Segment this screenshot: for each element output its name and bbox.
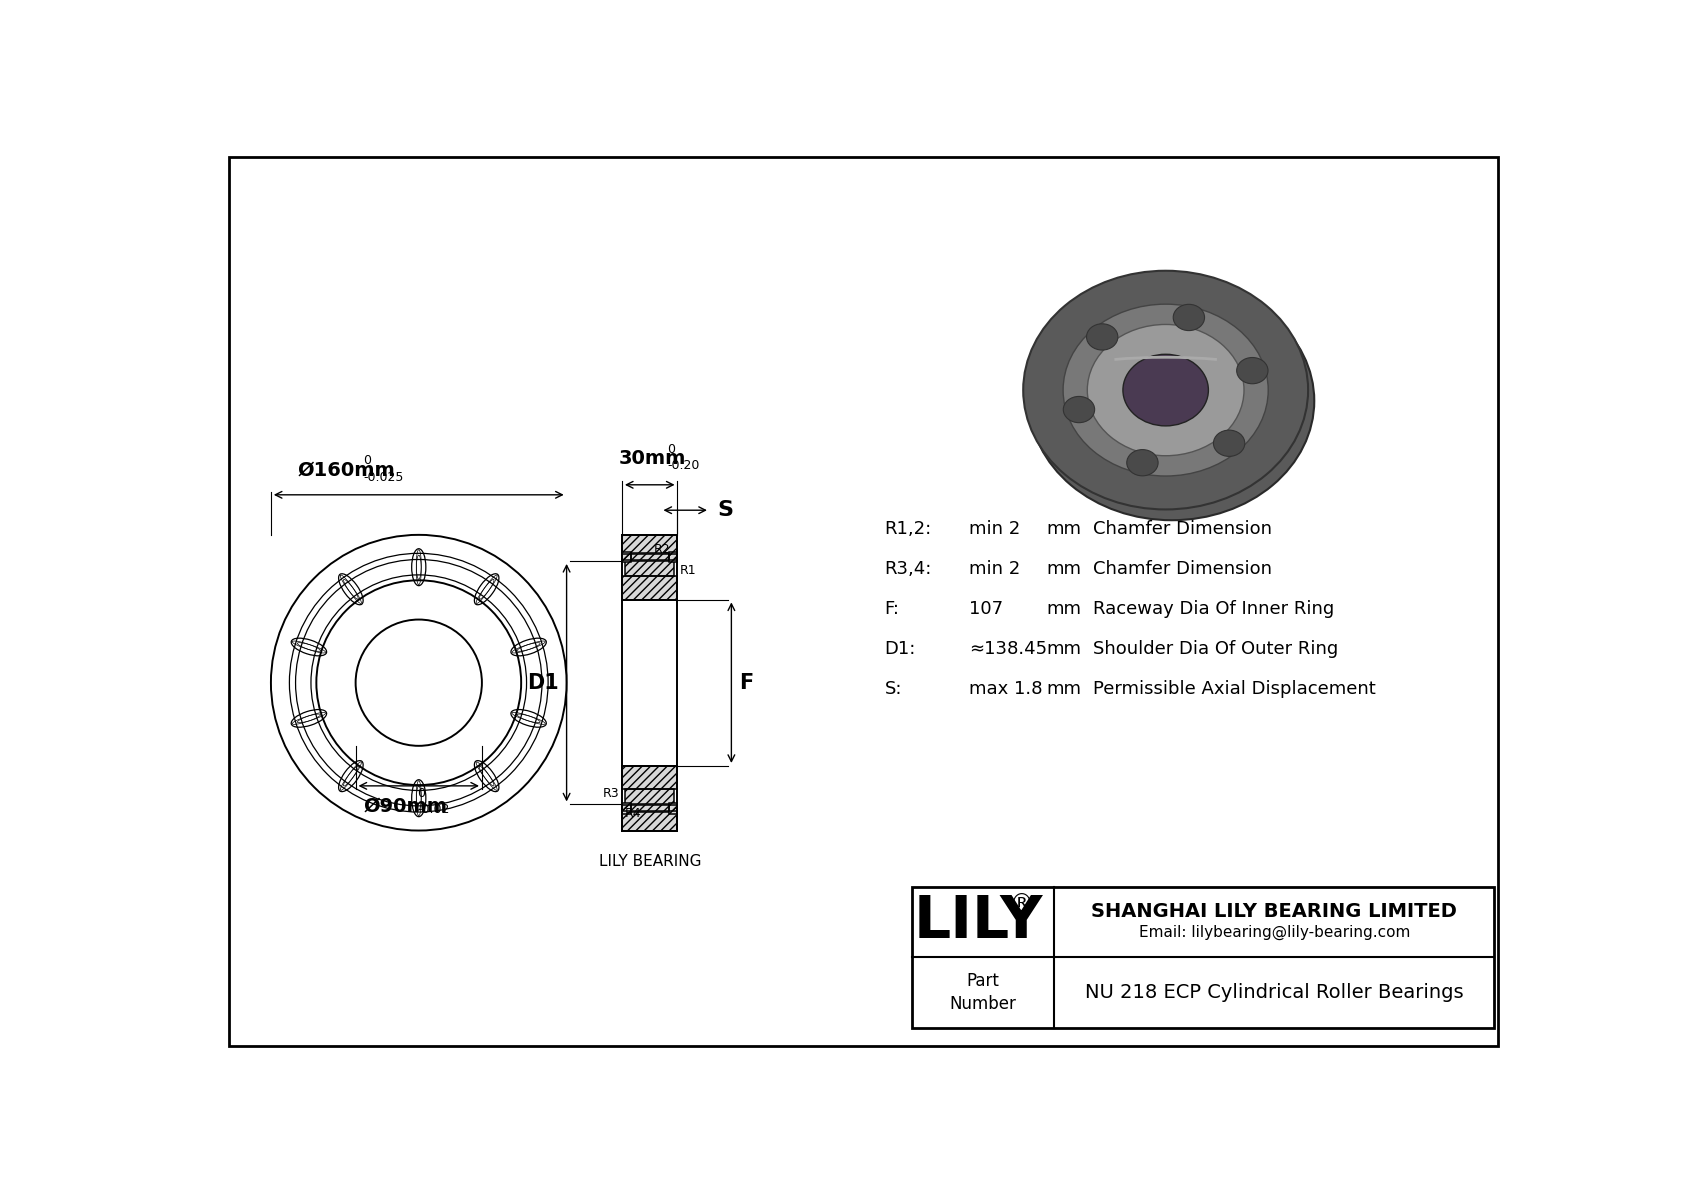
Ellipse shape [1088,324,1244,456]
Bar [621,551,630,560]
Text: mm: mm [1046,519,1081,537]
Bar [621,554,630,562]
Bar [625,561,674,576]
Text: min 2: min 2 [970,560,1021,578]
Bar [669,803,677,811]
Bar [625,561,674,576]
Text: 107: 107 [970,600,1004,618]
Bar [669,554,677,562]
Bar [630,805,670,811]
Ellipse shape [1123,354,1209,426]
Text: min 2: min 2 [970,519,1021,537]
Text: LILY: LILY [913,893,1042,950]
Ellipse shape [1236,357,1268,384]
Text: S:: S: [884,680,903,698]
Bar [630,554,670,560]
Bar [621,803,630,811]
Bar [621,812,677,830]
Text: R1,2:: R1,2: [884,519,931,537]
Text: Email: lilybearing@lily-bearing.com: Email: lilybearing@lily-bearing.com [1138,925,1410,941]
Bar [621,554,630,562]
Text: Shoulder Dia Of Outer Ring: Shoulder Dia Of Outer Ring [1093,640,1337,657]
Bar [621,576,677,599]
Text: Chamfer Dimension: Chamfer Dimension [1093,560,1271,578]
Text: SHANGHAI LILY BEARING LIMITED: SHANGHAI LILY BEARING LIMITED [1091,902,1457,921]
Text: -0.20: -0.20 [667,460,701,473]
Text: Part
Number: Part Number [950,972,1015,1014]
Text: 0: 0 [667,443,675,455]
Ellipse shape [1086,324,1118,350]
Text: Ø90mm: Ø90mm [364,797,448,816]
Text: R3,4:: R3,4: [884,560,931,578]
Text: mm: mm [1046,640,1081,657]
Ellipse shape [1127,449,1159,476]
Bar [621,803,630,811]
Bar [625,788,674,804]
Text: D1: D1 [527,673,559,693]
Bar [625,788,674,804]
Bar [621,766,677,788]
Text: D1:: D1: [884,640,916,657]
Text: 0: 0 [418,787,426,800]
Text: max 1.8: max 1.8 [970,680,1042,698]
Text: -0.025: -0.025 [364,470,404,484]
Bar [621,805,630,813]
Text: -0.02: -0.02 [418,803,450,816]
Bar [669,551,677,560]
Text: NU 218 ECP Cylindrical Roller Bearings: NU 218 ECP Cylindrical Roller Bearings [1084,983,1463,1002]
Ellipse shape [1029,281,1314,520]
Text: mm: mm [1046,560,1081,578]
Text: R2: R2 [653,543,670,556]
Bar [630,554,670,560]
Text: F:: F: [884,600,899,618]
Bar [911,887,1494,1028]
Bar [621,766,677,788]
Text: Chamfer Dimension: Chamfer Dimension [1093,519,1271,537]
Text: R4: R4 [625,807,642,821]
Bar [630,805,670,811]
Text: R3: R3 [603,787,620,799]
Text: 0: 0 [364,454,370,467]
Bar [669,803,677,811]
Text: F: F [739,673,753,693]
Ellipse shape [1063,304,1268,476]
Bar [621,576,677,599]
Text: mm: mm [1046,600,1081,618]
Bar [621,535,677,554]
Bar [621,805,630,813]
Bar [621,535,677,554]
Bar [669,551,677,560]
Bar [669,805,677,813]
Text: LILY BEARING: LILY BEARING [598,854,701,868]
Ellipse shape [1024,270,1308,510]
Text: 30mm: 30mm [618,449,685,468]
Text: ®: ® [1009,893,1032,917]
Bar [669,554,677,562]
Bar [669,805,677,813]
Text: Ø160mm: Ø160mm [298,461,396,480]
Bar [621,551,630,560]
Text: R1: R1 [680,565,697,578]
Text: S: S [717,500,734,520]
Bar [621,812,677,830]
Ellipse shape [1063,397,1095,423]
Ellipse shape [1214,430,1244,456]
Text: Permissible Axial Displacement: Permissible Axial Displacement [1093,680,1376,698]
Text: ≈138.45: ≈138.45 [970,640,1047,657]
Text: Raceway Dia Of Inner Ring: Raceway Dia Of Inner Ring [1093,600,1334,618]
Text: mm: mm [1046,680,1081,698]
Ellipse shape [1174,305,1204,331]
